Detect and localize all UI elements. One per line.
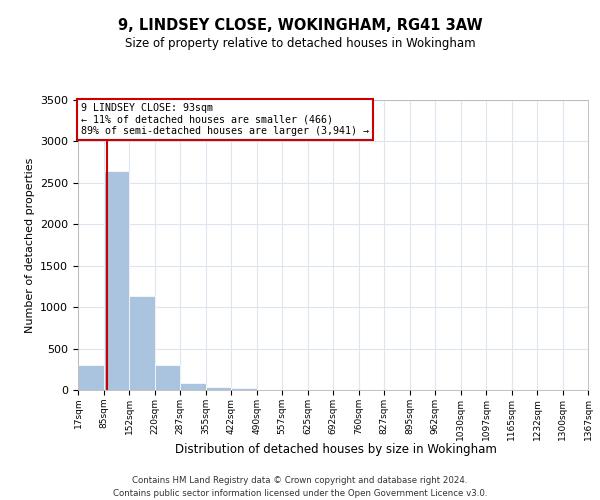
Bar (104, 172, 129, 390)
Text: 9 LINDSEY CLOSE: 93sqm
← 11% of detached houses are smaller (466)
89% of semi-de: 9 LINDSEY CLOSE: 93sqm ← 11% of detached… (80, 103, 368, 136)
Bar (129, 296, 155, 390)
Y-axis label: Number of detached properties: Number of detached properties (25, 158, 35, 332)
Bar (231, 388, 257, 390)
Bar (78, 365, 104, 390)
Text: 9, LINDSEY CLOSE, WOKINGHAM, RG41 3AW: 9, LINDSEY CLOSE, WOKINGHAM, RG41 3AW (118, 18, 482, 32)
Text: Distribution of detached houses by size in Wokingham: Distribution of detached houses by size … (175, 442, 497, 456)
Text: Size of property relative to detached houses in Wokingham: Size of property relative to detached ho… (125, 38, 475, 51)
Text: Contains public sector information licensed under the Open Government Licence v3: Contains public sector information licen… (113, 489, 487, 498)
Bar (180, 382, 206, 390)
Bar (206, 387, 231, 390)
Text: Contains HM Land Registry data © Crown copyright and database right 2024.: Contains HM Land Registry data © Crown c… (132, 476, 468, 485)
Bar (155, 365, 180, 390)
